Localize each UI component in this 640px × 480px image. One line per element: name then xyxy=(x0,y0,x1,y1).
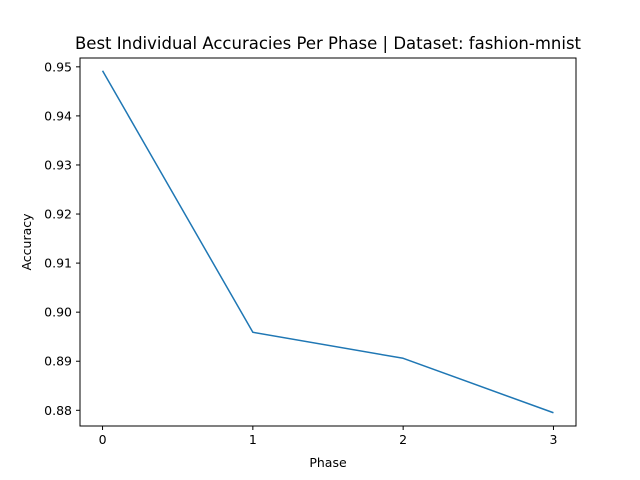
y-tick-label: 0.88 xyxy=(44,403,72,418)
y-tick-label: 0.94 xyxy=(44,108,72,123)
x-tick-label: 2 xyxy=(399,432,407,447)
y-tick-label: 0.95 xyxy=(44,59,72,74)
y-tick-label: 0.91 xyxy=(44,256,72,271)
x-tick-label: 0 xyxy=(99,432,107,447)
x-tick-label: 3 xyxy=(549,432,557,447)
y-tick-label: 0.93 xyxy=(44,157,72,172)
x-tick-label: 1 xyxy=(249,432,257,447)
plot-series xyxy=(101,70,554,414)
y-tick-label: 0.90 xyxy=(44,305,72,320)
y-ticks: 0.88 0.89 0.90 0.91 0.92 0.93 0.94 0.95 xyxy=(44,59,80,418)
plot-area-frame xyxy=(79,57,577,427)
x-axis-label: Phase xyxy=(309,455,347,470)
y-axis-label: Accuracy xyxy=(19,213,34,271)
series-line xyxy=(101,70,554,414)
chart-title: Best Individual Accuracies Per Phase | D… xyxy=(75,34,582,53)
x-ticks: 0 1 2 3 xyxy=(99,426,557,447)
y-tick-label: 0.92 xyxy=(44,207,72,222)
y-tick-label: 0.89 xyxy=(44,354,72,369)
